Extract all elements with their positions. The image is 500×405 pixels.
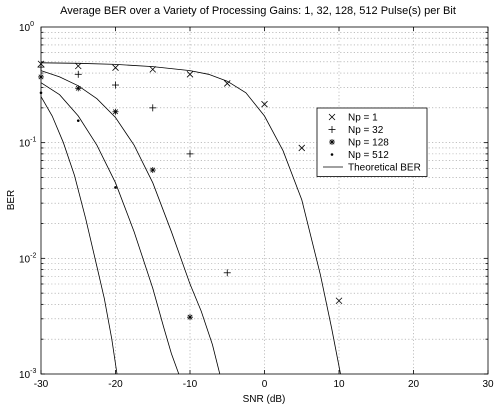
x-tick-label: 30 <box>482 379 494 390</box>
x-tick-label: 20 <box>408 379 420 390</box>
legend-entry: Theoretical BER <box>348 163 421 174</box>
theoretical-ber-line <box>40 96 118 375</box>
x-tick-label: -30 <box>34 379 49 390</box>
data-point <box>114 186 117 189</box>
data-point <box>149 104 157 112</box>
legend-marker <box>328 113 336 121</box>
data-point <box>187 314 193 321</box>
data-point <box>76 119 80 122</box>
y-tick-label: 10-1 <box>19 137 36 150</box>
legend-box <box>316 107 428 177</box>
x-tick-label: -10 <box>183 379 198 390</box>
legend-marker <box>330 153 334 156</box>
y-tick-label: 100 <box>19 21 34 34</box>
x-tick-label: -20 <box>108 379 123 390</box>
legend-entry: Np = 32 <box>348 125 384 136</box>
legend-entry: Np = 512 <box>348 150 389 161</box>
data-point <box>74 62 82 70</box>
data-point <box>335 297 343 305</box>
data-point <box>261 100 268 108</box>
legend-entry: Np = 1 <box>348 113 378 124</box>
data-markers <box>37 60 343 321</box>
data-point <box>112 81 119 89</box>
data-point <box>149 167 156 174</box>
data-point <box>74 70 82 78</box>
data-point <box>186 71 194 78</box>
theoretical-curves <box>40 62 341 375</box>
x-tick-label: 0 <box>262 379 268 390</box>
x-tick-label: 10 <box>333 379 345 390</box>
y-tick-label: 10-3 <box>19 368 36 381</box>
data-point <box>112 64 119 71</box>
data-point <box>186 150 194 158</box>
data-point <box>223 80 231 87</box>
theoretical-ber-line <box>40 70 221 375</box>
legend-entry: Np = 128 <box>348 138 389 149</box>
y-tick-label: 10-2 <box>19 252 36 265</box>
data-point <box>75 85 82 92</box>
theoretical-ber-line <box>40 62 341 375</box>
x-axis-label: SNR (dB) <box>243 394 286 405</box>
y-axis-label: BER <box>6 190 17 211</box>
chart-title: Average BER over a Variety of Processing… <box>60 5 456 17</box>
axis-ticks: -30 -20 -10 0 10 20 30 10-3 10-2 10-1 100 <box>19 21 494 390</box>
legend-marker <box>329 139 335 145</box>
data-point <box>298 144 306 152</box>
data-point <box>223 269 231 277</box>
data-point <box>112 108 119 115</box>
data-point <box>149 66 157 73</box>
theoretical-ber-line <box>40 82 180 375</box>
legend-marker <box>328 126 336 133</box>
